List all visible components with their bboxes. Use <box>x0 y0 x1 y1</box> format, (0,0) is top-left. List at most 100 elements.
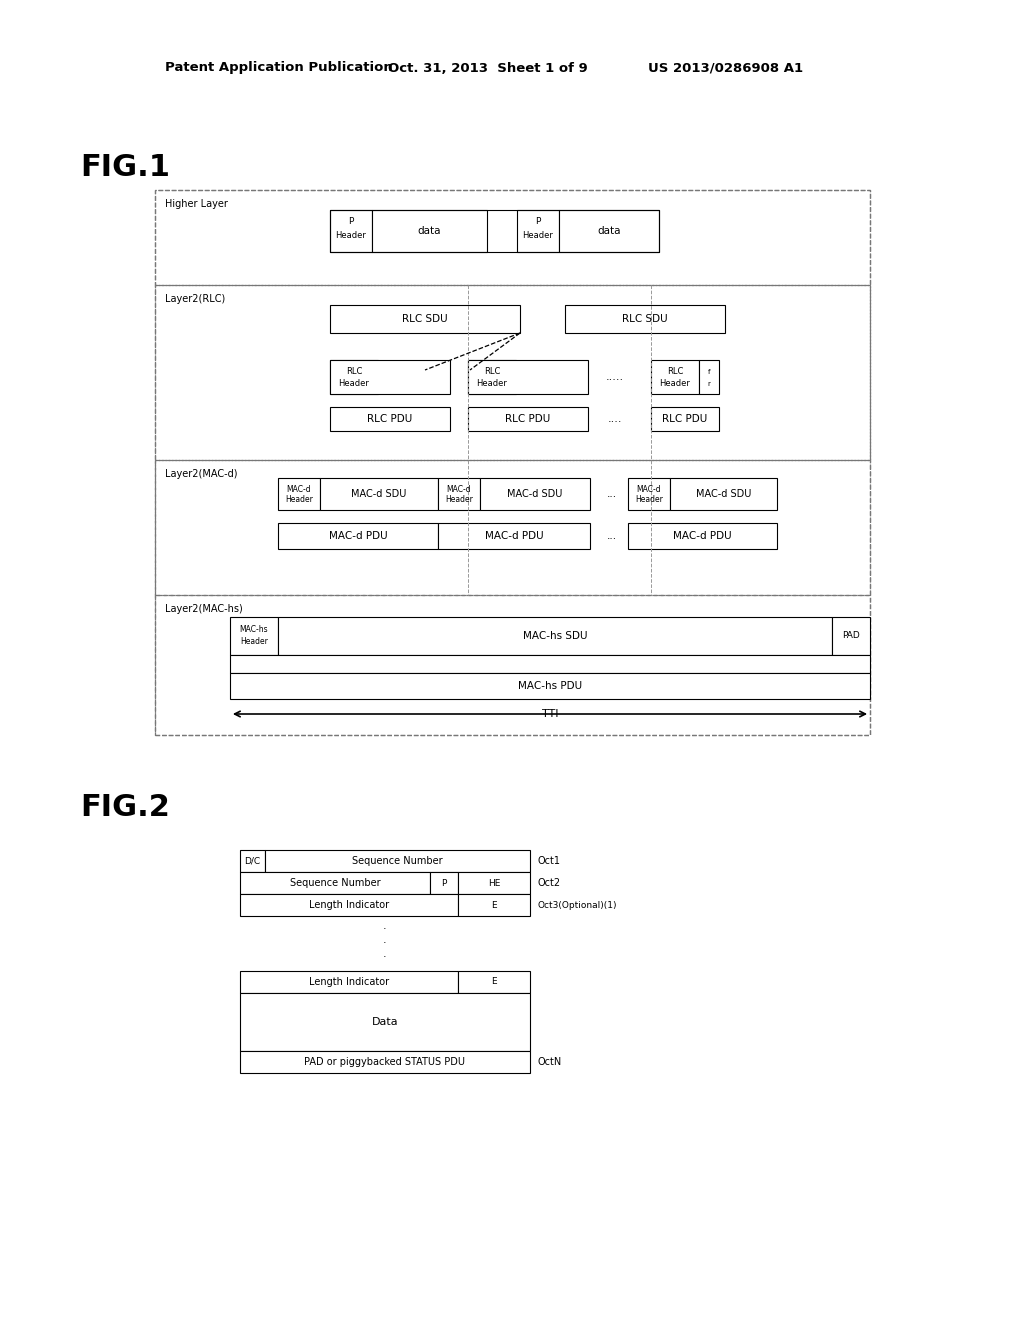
Text: RLC PDU: RLC PDU <box>506 414 551 424</box>
Text: Header: Header <box>476 380 508 388</box>
Bar <box>699 360 719 393</box>
Text: RLC SDU: RLC SDU <box>402 314 447 323</box>
Bar <box>278 523 438 549</box>
Bar <box>330 210 372 252</box>
Text: Header: Header <box>635 495 663 504</box>
Text: RLC SDU: RLC SDU <box>623 314 668 323</box>
Text: Header: Header <box>339 380 370 388</box>
Text: Length Indicator: Length Indicator <box>309 900 389 909</box>
Text: r: r <box>708 381 711 387</box>
Text: Data: Data <box>372 1016 398 1027</box>
Text: HE: HE <box>487 879 500 887</box>
Text: data: data <box>597 226 621 236</box>
Bar <box>330 305 520 333</box>
Text: .: . <box>383 921 387 931</box>
Bar <box>319 478 438 510</box>
Bar <box>430 873 458 894</box>
Bar <box>458 972 530 993</box>
Bar <box>458 873 530 894</box>
Text: Header: Header <box>336 231 367 240</box>
Bar <box>230 673 870 700</box>
Text: MAC-d SDU: MAC-d SDU <box>696 488 752 499</box>
Bar <box>517 210 559 252</box>
Text: RLC PDU: RLC PDU <box>663 414 708 424</box>
Text: Layer2(MAC-hs): Layer2(MAC-hs) <box>165 605 243 614</box>
Bar <box>155 459 870 595</box>
Bar <box>155 285 870 459</box>
Text: .: . <box>383 949 387 960</box>
Text: f: f <box>708 370 711 375</box>
Bar <box>458 894 530 916</box>
Text: data: data <box>417 226 440 236</box>
Text: MAC-d PDU: MAC-d PDU <box>329 531 387 541</box>
Text: Patent Application Publication: Patent Application Publication <box>165 62 393 74</box>
Bar <box>628 478 670 510</box>
Text: Header: Header <box>659 380 690 388</box>
Text: US 2013/0286908 A1: US 2013/0286908 A1 <box>648 62 803 74</box>
Text: Length Indicator: Length Indicator <box>309 977 389 987</box>
Bar <box>330 360 450 393</box>
Text: Header: Header <box>522 231 553 240</box>
Text: Sequence Number: Sequence Number <box>352 855 442 866</box>
Bar <box>240 993 530 1051</box>
Bar <box>559 210 659 252</box>
Text: Oct. 31, 2013  Sheet 1 of 9: Oct. 31, 2013 Sheet 1 of 9 <box>388 62 588 74</box>
Text: Oct1: Oct1 <box>538 855 561 866</box>
Text: ....: .... <box>608 414 623 424</box>
Text: Layer2(RLC): Layer2(RLC) <box>165 294 225 304</box>
Text: .....: ..... <box>606 372 624 381</box>
Bar <box>265 850 530 873</box>
Bar <box>330 360 378 393</box>
Bar <box>438 523 590 549</box>
Text: OctN: OctN <box>538 1057 562 1067</box>
Bar <box>670 478 777 510</box>
Bar <box>468 407 588 432</box>
Bar <box>651 407 719 432</box>
Bar <box>278 616 831 655</box>
Text: E: E <box>492 978 497 986</box>
Bar <box>651 360 699 393</box>
Bar <box>230 616 278 655</box>
Bar <box>831 616 870 655</box>
Bar <box>565 305 725 333</box>
Bar <box>240 894 458 916</box>
Text: Header: Header <box>240 638 268 647</box>
Text: PAD: PAD <box>842 631 860 640</box>
Bar <box>330 210 659 252</box>
Bar <box>278 478 319 510</box>
Text: RLC PDU: RLC PDU <box>368 414 413 424</box>
Text: E: E <box>492 900 497 909</box>
Text: TTI: TTI <box>542 709 558 719</box>
Text: MAC-d: MAC-d <box>446 484 471 494</box>
Text: RLC: RLC <box>483 367 500 376</box>
Text: Higher Layer: Higher Layer <box>165 199 228 209</box>
Text: MAC-d SDU: MAC-d SDU <box>351 488 407 499</box>
Text: MAC-hs PDU: MAC-hs PDU <box>518 681 582 690</box>
Text: Layer2(MAC-d): Layer2(MAC-d) <box>165 469 238 479</box>
Text: P: P <box>348 218 353 227</box>
Text: Oct3(Optional)(1): Oct3(Optional)(1) <box>538 900 617 909</box>
Bar <box>155 190 870 285</box>
Bar <box>438 478 480 510</box>
Text: Header: Header <box>445 495 473 504</box>
Bar <box>372 210 487 252</box>
Text: D/C: D/C <box>245 857 260 866</box>
Text: Oct2: Oct2 <box>538 878 561 888</box>
Bar <box>240 972 458 993</box>
Bar <box>628 523 777 549</box>
Bar <box>155 190 870 735</box>
Bar <box>480 478 590 510</box>
Bar <box>240 873 430 894</box>
Text: MAC-d: MAC-d <box>637 484 662 494</box>
Text: FIG.2: FIG.2 <box>80 793 170 822</box>
Text: MAC-d PDU: MAC-d PDU <box>673 531 732 541</box>
Bar <box>240 850 265 873</box>
Text: .: . <box>383 935 387 945</box>
Text: Sequence Number: Sequence Number <box>290 878 380 888</box>
Bar <box>230 655 870 673</box>
Text: RLC: RLC <box>346 367 362 376</box>
Bar <box>155 595 870 735</box>
Text: MAC-d: MAC-d <box>287 484 311 494</box>
Bar <box>468 360 516 393</box>
Text: ...: ... <box>607 531 617 541</box>
